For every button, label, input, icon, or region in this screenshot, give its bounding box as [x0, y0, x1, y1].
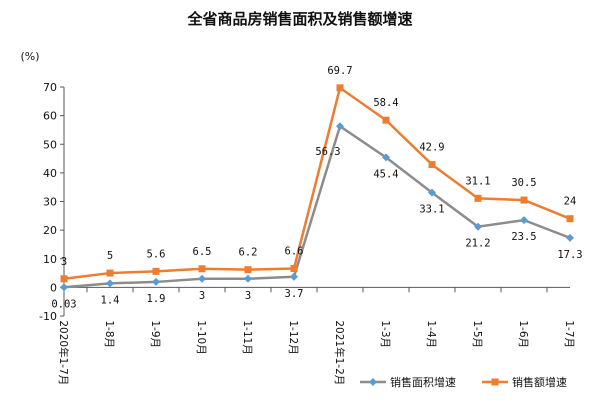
- chart-title: 全省商品房销售面积及销售额增速: [186, 10, 412, 28]
- x-tick-label: 1-12月: [287, 320, 299, 354]
- data-point: [336, 84, 344, 92]
- data-label: 0.03: [51, 298, 76, 310]
- series-markers: [60, 84, 574, 292]
- data-point: [198, 265, 206, 273]
- data-point: [566, 215, 574, 223]
- y-tick-label: 10: [43, 253, 57, 266]
- x-tick-label: 2020年1-7月: [57, 320, 70, 385]
- x-tick-label: 1-5月: [471, 320, 483, 348]
- data-label: 6.6: [285, 245, 304, 257]
- series-line-1: [63, 124, 571, 289]
- legend: 销售面积增速 销售额增速: [360, 375, 567, 389]
- y-tick-label: 50: [43, 138, 57, 151]
- data-point: [336, 122, 344, 131]
- data-label: 69.7: [327, 65, 352, 77]
- data-label: 3: [61, 256, 67, 268]
- data-point: [152, 277, 160, 286]
- data-point: [520, 196, 528, 204]
- data-point: [106, 279, 114, 288]
- data-label: 17.3: [557, 249, 582, 261]
- data-label: 1.4: [101, 294, 120, 306]
- data-point: [290, 272, 298, 281]
- y-axis-unit: (%): [20, 50, 39, 63]
- data-label: 6.2: [239, 247, 258, 259]
- data-label: 42.9: [419, 142, 444, 154]
- series-lines: [63, 86, 571, 289]
- data-point: [244, 274, 252, 283]
- data-point: [382, 153, 390, 162]
- y-tick-label: 20: [43, 224, 57, 237]
- y-tick-label: 60: [43, 110, 57, 123]
- legend-marker-1: [369, 378, 377, 386]
- x-tick-label: 1-3月: [379, 320, 391, 348]
- y-tick-label: 70: [43, 81, 57, 94]
- data-label: 24: [564, 196, 577, 208]
- data-point: [290, 264, 298, 272]
- data-label: 3: [199, 290, 205, 302]
- data-label: 21.2: [465, 238, 490, 250]
- data-labels: 0.03 1.4 1.9 3 3 3.7 56.3 45.4 33.1 21.2 23.5 17.3 3…: [51, 65, 582, 310]
- data-label: 56.3: [315, 146, 340, 158]
- data-label: 33.1: [419, 204, 444, 216]
- x-tick-label: 1-6月: [517, 320, 529, 348]
- x-tick-label: 1-10月: [195, 320, 207, 354]
- data-label: 30.5: [511, 177, 536, 189]
- data-label: 45.4: [373, 168, 398, 180]
- data-label: 3: [245, 290, 251, 302]
- data-point: [244, 266, 252, 274]
- data-point: [382, 116, 390, 124]
- data-label: 5.6: [147, 248, 166, 260]
- data-point: [106, 269, 114, 277]
- x-tick-label: 1-4月: [425, 320, 437, 348]
- series-line-2: [63, 86, 571, 281]
- data-point: [566, 233, 574, 242]
- data-point: [60, 283, 68, 292]
- x-tick-label: 1-7月: [563, 320, 575, 348]
- data-point: [60, 275, 68, 283]
- legend-label-1: 销售面积增速: [390, 375, 456, 389]
- y-tick-label: 0: [50, 281, 57, 294]
- y-tick-label: -10: [39, 310, 57, 323]
- x-tick-label: 1-11月: [241, 320, 253, 354]
- data-point: [474, 222, 482, 231]
- data-point: [428, 188, 436, 197]
- data-point: [198, 274, 206, 283]
- axes: -10 0 10 20 30 40 50 60 70 2020年1-7月 1-8月 1-9月 1-10月…: [39, 81, 575, 385]
- data-label: 6.5: [193, 246, 212, 258]
- data-point: [520, 216, 528, 225]
- data-point: [474, 194, 482, 202]
- legend-label-2: 销售额增速: [512, 375, 567, 389]
- y-tick-label: 40: [43, 167, 57, 180]
- y-tick-label: 30: [43, 196, 57, 209]
- data-label: 5: [107, 250, 113, 262]
- data-label: 1.9: [147, 293, 166, 305]
- data-label: 3.7: [285, 288, 304, 300]
- x-tick-label: 2021年1-2月: [333, 320, 346, 385]
- x-tick-label: 1-9月: [149, 320, 161, 348]
- data-label: 31.1: [465, 175, 490, 187]
- data-label: 23.5: [511, 231, 536, 243]
- x-tick-label: 1-8月: [103, 320, 115, 348]
- data-point: [428, 161, 436, 169]
- data-point: [152, 267, 160, 275]
- data-label: 58.4: [373, 97, 398, 109]
- legend-marker-2: [491, 378, 499, 386]
